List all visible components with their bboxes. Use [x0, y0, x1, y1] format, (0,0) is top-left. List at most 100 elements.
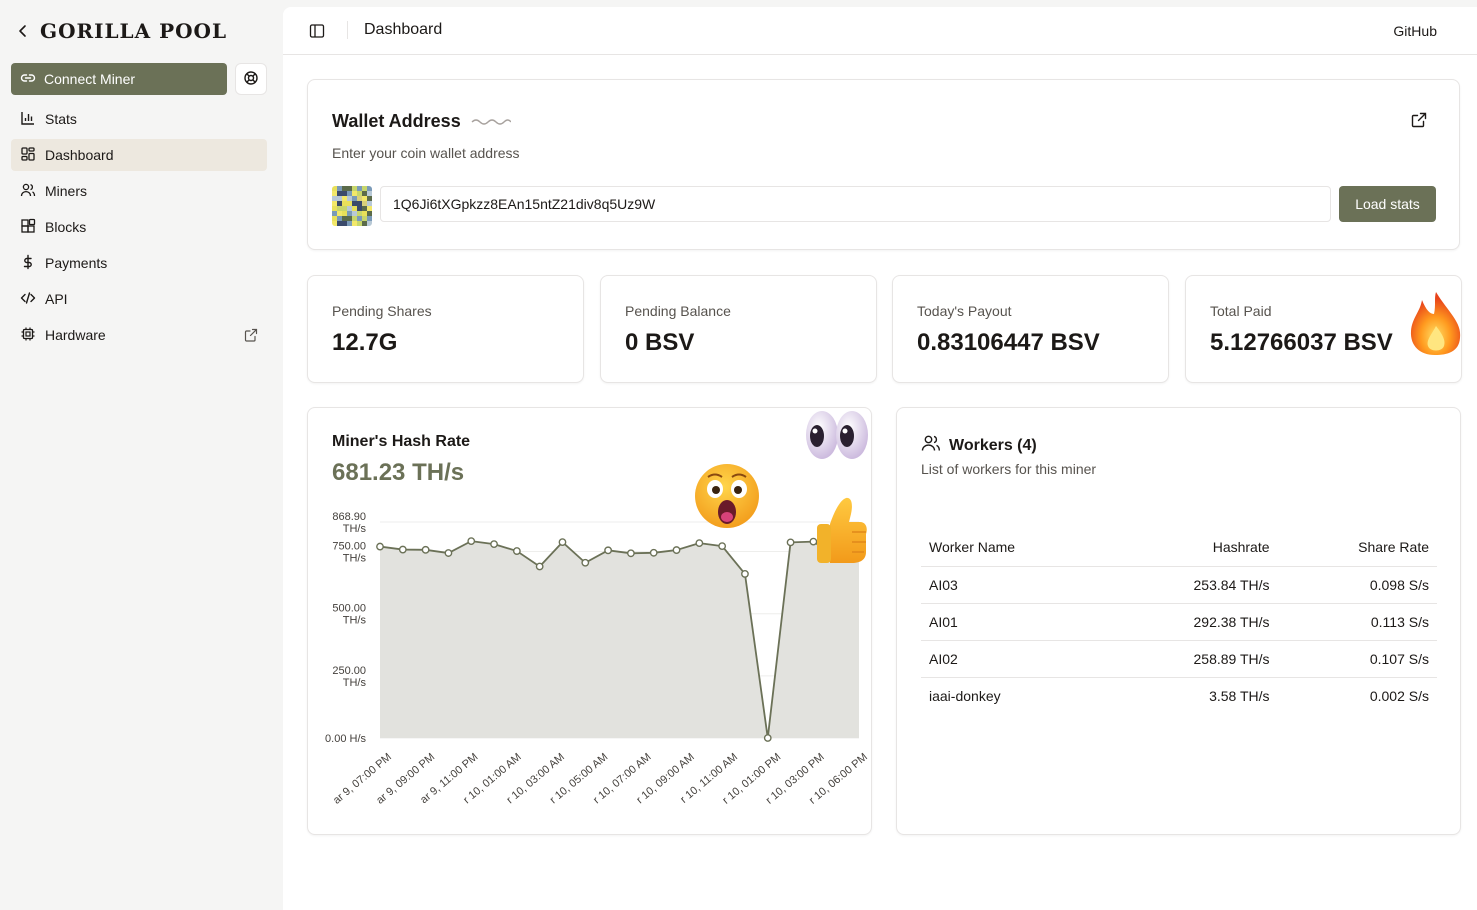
identicon-cell [342, 196, 347, 201]
identicon-cell [347, 216, 352, 221]
external-link-icon[interactable] [1411, 112, 1427, 131]
identicon-cell [362, 211, 367, 216]
sidebar-item-payments[interactable]: Payments [11, 247, 267, 279]
data-point [741, 570, 749, 578]
identicon-cell [342, 206, 347, 211]
data-point [832, 552, 841, 561]
y-tick-unit: TH/s [343, 615, 367, 627]
column-header[interactable]: Worker Name [921, 528, 1109, 567]
chevron-left-icon[interactable] [16, 24, 30, 38]
panel-left-icon[interactable] [309, 23, 325, 42]
identicon-cell [342, 216, 347, 221]
data-point [558, 538, 567, 547]
identicon-cell [337, 211, 342, 216]
brand-logo: GORILLA POOL [40, 19, 228, 43]
identicon-cell [337, 196, 342, 201]
stat-value: 12.7G [332, 329, 398, 356]
identicon-cell [352, 216, 357, 221]
y-tick-label: 868.90 [332, 511, 366, 523]
workers-subtitle: List of workers for this miner [921, 461, 1097, 477]
identicon-cell [337, 216, 342, 221]
wallet-title: Wallet Address [332, 111, 512, 132]
load-stats-button[interactable]: Load stats [1339, 186, 1436, 222]
help-button[interactable] [235, 63, 267, 95]
top-bar: Dashboard GitHub [283, 7, 1477, 55]
data-point [855, 540, 863, 548]
sidebar-item-stats[interactable]: Stats [11, 103, 267, 135]
sidebar-item-dashboard[interactable]: Dashboard [11, 139, 267, 171]
users-icon [20, 182, 36, 201]
identicon-cell [342, 221, 347, 226]
worker-hashrate: 3.58 TH/s [1209, 687, 1270, 704]
y-tick-label: 750.00 [332, 541, 366, 553]
data-point [763, 734, 772, 742]
table-row[interactable]: AI02 258.89 TH/s 0.107 S/s [921, 640, 1437, 678]
data-point [718, 542, 727, 550]
identicon-cell [367, 206, 372, 211]
y-tick-unit: TH/s [343, 677, 367, 689]
identicon-cell [362, 206, 367, 211]
y-tick-label: 250.00 [332, 665, 366, 677]
identicon-cell [342, 191, 347, 196]
brand[interactable]: GORILLA POOL [16, 16, 227, 46]
sidebar-item-label: API [45, 291, 68, 307]
identicon-cell [347, 221, 352, 226]
connect-miner-button[interactable]: Connect Miner [11, 63, 227, 95]
stat-value: 5.12766037 BSV [1210, 329, 1393, 356]
table-row[interactable]: AI01 292.38 TH/s 0.113 S/s [921, 603, 1437, 641]
dollar-icon [20, 254, 36, 273]
identicon-cell [332, 186, 337, 191]
data-point [627, 549, 635, 558]
identicon-cell [357, 201, 362, 206]
workers-card: Workers (4) List of workers for this min… [896, 407, 1461, 835]
workers-title-text: Workers (4) [949, 436, 1037, 454]
worker-name: iaai-donkey [929, 687, 1001, 704]
identicon-cell [357, 221, 362, 226]
column-header[interactable]: Hashrate [1108, 528, 1278, 567]
y-tick-label: 500.00 [332, 603, 366, 615]
cpu-icon [20, 326, 36, 345]
table-row[interactable]: AI03 253.84 TH/s 0.098 S/s [921, 566, 1437, 604]
identicon-cell [332, 206, 337, 211]
data-point [398, 545, 407, 554]
wallet-card: Wallet Address Enter your coin wallet ad… [307, 79, 1460, 250]
worker-name: AI02 [921, 640, 1109, 678]
table-row[interactable]: iaai-donkey 3.58 TH/s 0.002 S/s [921, 677, 1437, 714]
identicon-cell [337, 206, 342, 211]
identicon-cell [367, 201, 372, 206]
identicon-cell [332, 221, 337, 226]
wallet-address-input[interactable] [380, 186, 1331, 222]
identicon-cell [332, 191, 337, 196]
worker-hashrate: 258.89 TH/s [1108, 640, 1278, 678]
sidebar-item-blocks[interactable]: Blocks [11, 211, 267, 243]
sidebar-item-api[interactable]: API [11, 283, 267, 315]
hashrate-area [380, 541, 859, 738]
sidebar-item-label: Miners [45, 183, 88, 199]
stat-card-pending-shares: Pending Shares 12.7G [307, 275, 584, 383]
workers-title: Workers (4) [921, 434, 1037, 457]
identicon-cell [332, 196, 337, 201]
column-header[interactable]: Share Rate [1277, 528, 1437, 567]
identicon-cell [347, 186, 352, 191]
divider [347, 21, 348, 39]
identicon-cell [342, 201, 347, 206]
connect-miner-label: Connect Miner [44, 71, 136, 87]
hashrate-line [379, 540, 860, 739]
github-link[interactable]: GitHub [1393, 23, 1437, 39]
identicon-cell [352, 186, 357, 191]
identicon-cell [362, 216, 367, 221]
data-point [421, 545, 430, 554]
sidebar-item-hardware[interactable]: Hardware [11, 319, 267, 351]
sidebar-item-miners[interactable]: Miners [11, 175, 267, 207]
identicon-cell [357, 211, 362, 216]
sidebar-item-label: Hardware [45, 327, 106, 343]
identicon-cell [337, 186, 342, 191]
identicon-cell [347, 206, 352, 211]
data-point [672, 546, 681, 554]
worker-share-rate: 0.098 S/s [1277, 566, 1437, 604]
identicon-cell [367, 211, 372, 216]
stat-label: Today's Payout [917, 303, 1012, 319]
identicon-cell [362, 221, 367, 226]
stat-label: Pending Balance [625, 303, 731, 319]
code-icon [20, 290, 36, 309]
